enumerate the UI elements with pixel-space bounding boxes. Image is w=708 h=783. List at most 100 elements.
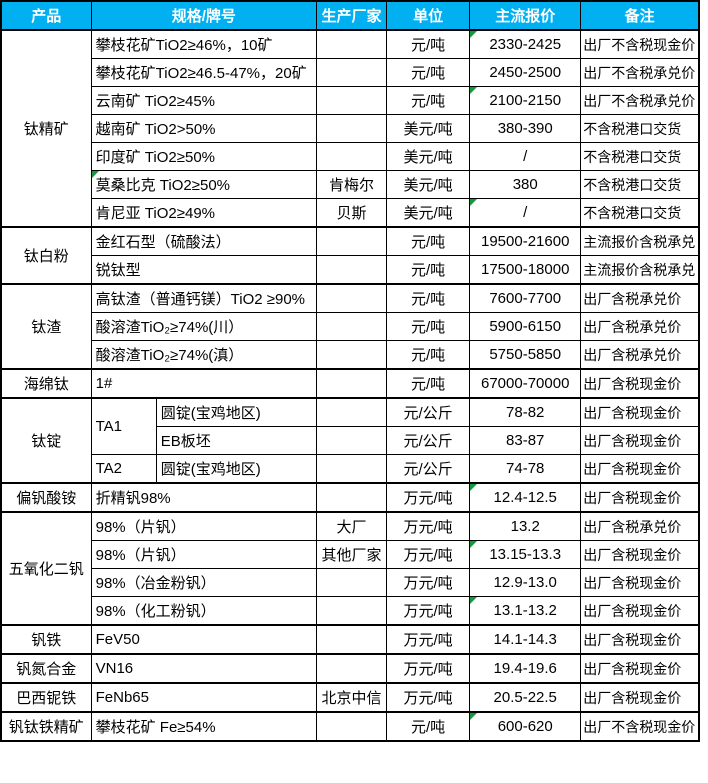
product-cell[interactable]: 海绵钛	[0, 368, 92, 399]
maker-cell[interactable]: 其他厂家	[315, 540, 388, 569]
maker-cell[interactable]	[315, 283, 388, 313]
unit-cell[interactable]: 美元/吨	[386, 142, 471, 171]
note-cell[interactable]: 出厂含税现金价	[580, 426, 700, 455]
col-header-maker[interactable]: 生产厂家	[315, 0, 388, 31]
price-cell[interactable]: 74-78	[469, 454, 582, 484]
price-cell[interactable]: 2330-2425	[469, 29, 582, 59]
unit-cell[interactable]: 元/吨	[386, 312, 471, 341]
price-cell[interactable]: /	[469, 198, 582, 228]
unit-cell[interactable]: 元/吨	[386, 86, 471, 115]
spec-cell[interactable]: 攀枝花矿TiO2≥46%，10矿	[90, 29, 317, 59]
unit-cell[interactable]: 美元/吨	[386, 198, 471, 228]
price-cell[interactable]: 83-87	[469, 426, 582, 455]
spec-cell[interactable]: 酸溶渣TiO₂≥74%(川）	[90, 312, 317, 341]
unit-cell[interactable]: 美元/吨	[386, 114, 471, 143]
spec-cell[interactable]: 高钛渣（普通钙镁）TiO2 ≥90%	[90, 283, 317, 313]
spec-cell[interactable]: 云南矿 TiO2≥45%	[90, 86, 317, 115]
unit-cell[interactable]: 元/公斤	[386, 454, 471, 484]
note-cell[interactable]: 主流报价含税承兑	[580, 255, 700, 285]
maker-cell[interactable]: 肯梅尔	[315, 170, 388, 199]
grade-cell[interactable]: TA2	[90, 454, 157, 484]
col-header-price[interactable]: 主流报价	[469, 0, 582, 31]
product-cell[interactable]: 偏钒酸铵	[0, 482, 92, 513]
price-cell[interactable]: 13.15-13.3	[469, 540, 582, 569]
maker-cell[interactable]	[315, 114, 388, 143]
note-cell[interactable]: 出厂不含税现金价	[580, 711, 700, 742]
maker-cell[interactable]: 贝斯	[315, 198, 388, 228]
unit-cell[interactable]: 元/吨	[386, 283, 471, 313]
product-cell[interactable]: 钒氮合金	[0, 653, 92, 684]
unit-cell[interactable]: 元/公斤	[386, 426, 471, 455]
unit-cell[interactable]: 元/吨	[386, 711, 471, 742]
maker-cell[interactable]	[315, 596, 388, 626]
product-cell[interactable]: 巴西铌铁	[0, 682, 92, 713]
price-cell[interactable]: 19.4-19.6	[469, 653, 582, 684]
note-cell[interactable]: 出厂不含税现金价	[580, 29, 700, 59]
unit-cell[interactable]: 万元/吨	[386, 482, 471, 513]
note-cell[interactable]: 出厂含税承兑价	[580, 283, 700, 313]
price-cell[interactable]: 600-620	[469, 711, 582, 742]
price-cell[interactable]: 380	[469, 170, 582, 199]
unit-cell[interactable]: 万元/吨	[386, 511, 471, 541]
col-header-unit[interactable]: 单位	[386, 0, 471, 31]
unit-cell[interactable]: 元/吨	[386, 340, 471, 370]
unit-cell[interactable]: 万元/吨	[386, 568, 471, 597]
spec-cell[interactable]: FeV50	[90, 624, 317, 655]
product-cell[interactable]: 钛锭	[0, 397, 92, 484]
price-cell[interactable]: 67000-70000	[469, 368, 582, 399]
spec-cell[interactable]: 1#	[90, 368, 317, 399]
note-cell[interactable]: 出厂含税现金价	[580, 596, 700, 626]
product-cell[interactable]: 钒铁	[0, 624, 92, 655]
spec-cell[interactable]: 98%（冶金粉钒）	[90, 568, 317, 597]
maker-cell[interactable]: 大厂	[315, 511, 388, 541]
maker-cell[interactable]	[315, 568, 388, 597]
unit-cell[interactable]: 元/吨	[386, 255, 471, 285]
price-cell[interactable]: 380-390	[469, 114, 582, 143]
spec-cell[interactable]: 肯尼亚 TiO2≥49%	[90, 198, 317, 228]
product-cell[interactable]: 五氧化二钒	[0, 511, 92, 626]
price-cell[interactable]: 12.9-13.0	[469, 568, 582, 597]
spec-cell[interactable]: 折精钒98%	[90, 482, 317, 513]
spec-cell[interactable]: 越南矿 TiO2>50%	[90, 114, 317, 143]
note-cell[interactable]: 出厂含税承兑价	[580, 511, 700, 541]
spec-cell[interactable]: 印度矿 TiO2≥50%	[90, 142, 317, 171]
unit-cell[interactable]: 元/吨	[386, 226, 471, 256]
product-cell[interactable]: 钛精矿	[0, 29, 92, 228]
spec-cell[interactable]: FeNb65	[90, 682, 317, 713]
note-cell[interactable]: 出厂含税现金价	[580, 682, 700, 713]
note-cell[interactable]: 出厂含税现金价	[580, 624, 700, 655]
unit-cell[interactable]: 万元/吨	[386, 682, 471, 713]
spec-cell[interactable]: 金红石型（硫酸法）	[90, 226, 317, 256]
note-cell[interactable]: 出厂含税承兑价	[580, 340, 700, 370]
spec-cell[interactable]: 莫桑比克 TiO2≥50%	[90, 170, 317, 199]
spec-cell[interactable]: 酸溶渣TiO₂≥74%(滇）	[90, 340, 317, 370]
product-cell[interactable]: 钛白粉	[0, 226, 92, 285]
spec-cell[interactable]: 98%（化工粉钒）	[90, 596, 317, 626]
note-cell[interactable]: 不含税港口交货	[580, 170, 700, 199]
price-cell[interactable]: 20.5-22.5	[469, 682, 582, 713]
price-cell[interactable]: 5750-5850	[469, 340, 582, 370]
spec-cell[interactable]: 圆锭(宝鸡地区)	[155, 454, 317, 484]
spec-cell[interactable]: 锐钛型	[90, 255, 317, 285]
maker-cell[interactable]	[315, 226, 388, 256]
note-cell[interactable]: 主流报价含税承兑	[580, 226, 700, 256]
col-header-note[interactable]: 备注	[580, 0, 700, 31]
price-cell[interactable]: 2100-2150	[469, 86, 582, 115]
unit-cell[interactable]: 万元/吨	[386, 624, 471, 655]
unit-cell[interactable]: 万元/吨	[386, 653, 471, 684]
note-cell[interactable]: 出厂不含税承兑价	[580, 58, 700, 87]
maker-cell[interactable]	[315, 397, 388, 427]
price-cell[interactable]: 17500-18000	[469, 255, 582, 285]
maker-cell[interactable]	[315, 86, 388, 115]
spec-cell[interactable]: VN16	[90, 653, 317, 684]
product-cell[interactable]: 钛渣	[0, 283, 92, 370]
unit-cell[interactable]: 万元/吨	[386, 596, 471, 626]
unit-cell[interactable]: 元/吨	[386, 58, 471, 87]
price-cell[interactable]: 19500-21600	[469, 226, 582, 256]
note-cell[interactable]: 出厂含税现金价	[580, 653, 700, 684]
col-header-spec[interactable]: 规格/牌号	[90, 0, 317, 31]
note-cell[interactable]: 出厂含税承兑价	[580, 312, 700, 341]
note-cell[interactable]: 不含税港口交货	[580, 142, 700, 171]
maker-cell[interactable]	[315, 340, 388, 370]
price-cell[interactable]: 13.2	[469, 511, 582, 541]
